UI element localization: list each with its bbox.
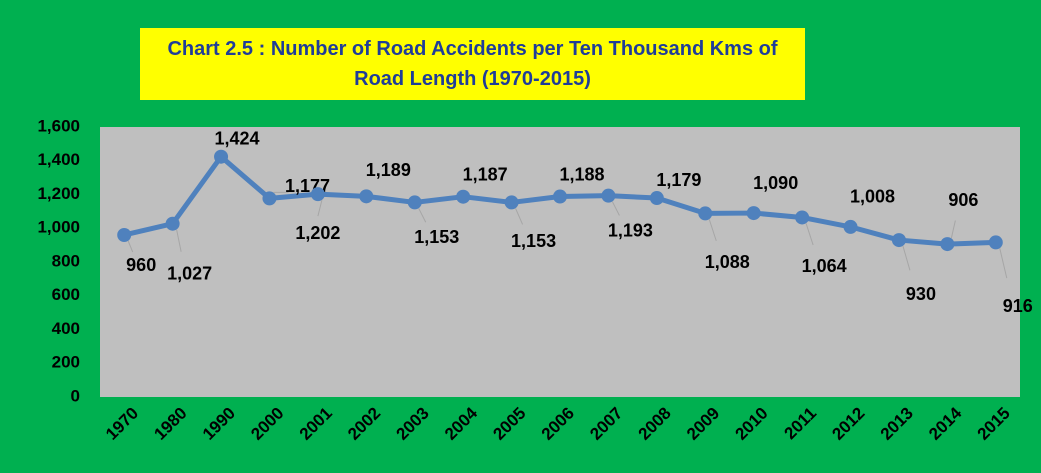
point <box>843 219 858 234</box>
data-label: 1,008 <box>850 187 895 207</box>
data-label: 1,187 <box>463 164 508 184</box>
y-tick-label: 800 <box>52 251 80 270</box>
data-label: 1,027 <box>167 263 212 283</box>
leader-line <box>999 248 1008 279</box>
data-label: 1,088 <box>705 252 750 272</box>
data-label: 960 <box>126 255 156 275</box>
data-label: 906 <box>948 190 978 210</box>
point <box>504 195 519 210</box>
data-label: 1,153 <box>511 231 556 251</box>
point <box>310 187 325 202</box>
leader-line <box>950 220 956 239</box>
data-label: 1,188 <box>559 164 604 184</box>
leader-line <box>176 229 182 252</box>
chart-title: Chart 2.5 : Number of Road Accidents per… <box>167 38 778 90</box>
data-label: 1,179 <box>656 170 701 190</box>
data-label: 1,189 <box>366 160 411 180</box>
data-label: 916 <box>1003 296 1033 316</box>
point <box>214 149 229 164</box>
point <box>165 216 180 231</box>
point <box>456 189 471 204</box>
point <box>649 191 664 206</box>
data-label: 1,193 <box>608 220 653 240</box>
title-wrap: Chart 2.5 : Number of Road Accidents per… <box>167 38 778 90</box>
point <box>891 233 906 248</box>
data-label: 1,090 <box>753 173 798 193</box>
leader-line <box>708 219 717 242</box>
point <box>746 206 761 221</box>
point <box>117 228 132 242</box>
data-label: 930 <box>906 284 936 304</box>
point <box>601 188 616 203</box>
point <box>795 210 810 225</box>
point <box>553 189 567 204</box>
y-tick-label: 600 <box>52 285 80 304</box>
data-label: 1,424 <box>215 128 260 148</box>
y-tick-label: 0 <box>71 386 80 405</box>
data-label: 1,202 <box>295 223 340 243</box>
point <box>407 195 422 210</box>
point <box>359 189 374 204</box>
leader-line <box>127 240 134 253</box>
y-tick-label: 1,200 <box>37 184 80 203</box>
leader-line <box>515 208 524 225</box>
data-label: 1,064 <box>802 256 847 276</box>
leader-line <box>317 200 323 217</box>
y-tick-label: 1,000 <box>37 218 80 237</box>
leader-line <box>611 201 620 216</box>
title-box <box>140 28 805 100</box>
plot-area <box>100 127 1020 397</box>
leader-line <box>902 245 911 271</box>
y-tick-label: 1,400 <box>37 150 80 169</box>
data-label: 1,153 <box>414 227 459 247</box>
leader-line <box>805 223 814 246</box>
point <box>698 206 713 221</box>
y-tick-label: 200 <box>52 353 80 372</box>
y-tick-label: 1,600 <box>37 116 80 135</box>
point <box>940 237 955 252</box>
leader-line <box>418 208 427 223</box>
y-tick-label: 400 <box>52 319 80 338</box>
point <box>262 191 277 206</box>
point <box>988 235 1003 250</box>
